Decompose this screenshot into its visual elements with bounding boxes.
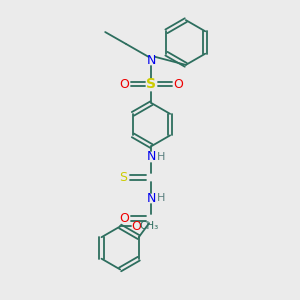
Text: N: N bbox=[147, 192, 156, 205]
Text: N: N bbox=[147, 54, 156, 67]
Text: O: O bbox=[120, 78, 130, 91]
Text: S: S bbox=[119, 171, 127, 184]
Text: H: H bbox=[157, 194, 165, 203]
Text: S: S bbox=[146, 77, 157, 91]
Text: H: H bbox=[157, 152, 165, 162]
Text: CH₃: CH₃ bbox=[140, 221, 159, 231]
Text: O: O bbox=[173, 78, 183, 91]
Text: O: O bbox=[132, 220, 142, 233]
Text: N: N bbox=[147, 150, 156, 163]
Text: O: O bbox=[120, 212, 130, 225]
